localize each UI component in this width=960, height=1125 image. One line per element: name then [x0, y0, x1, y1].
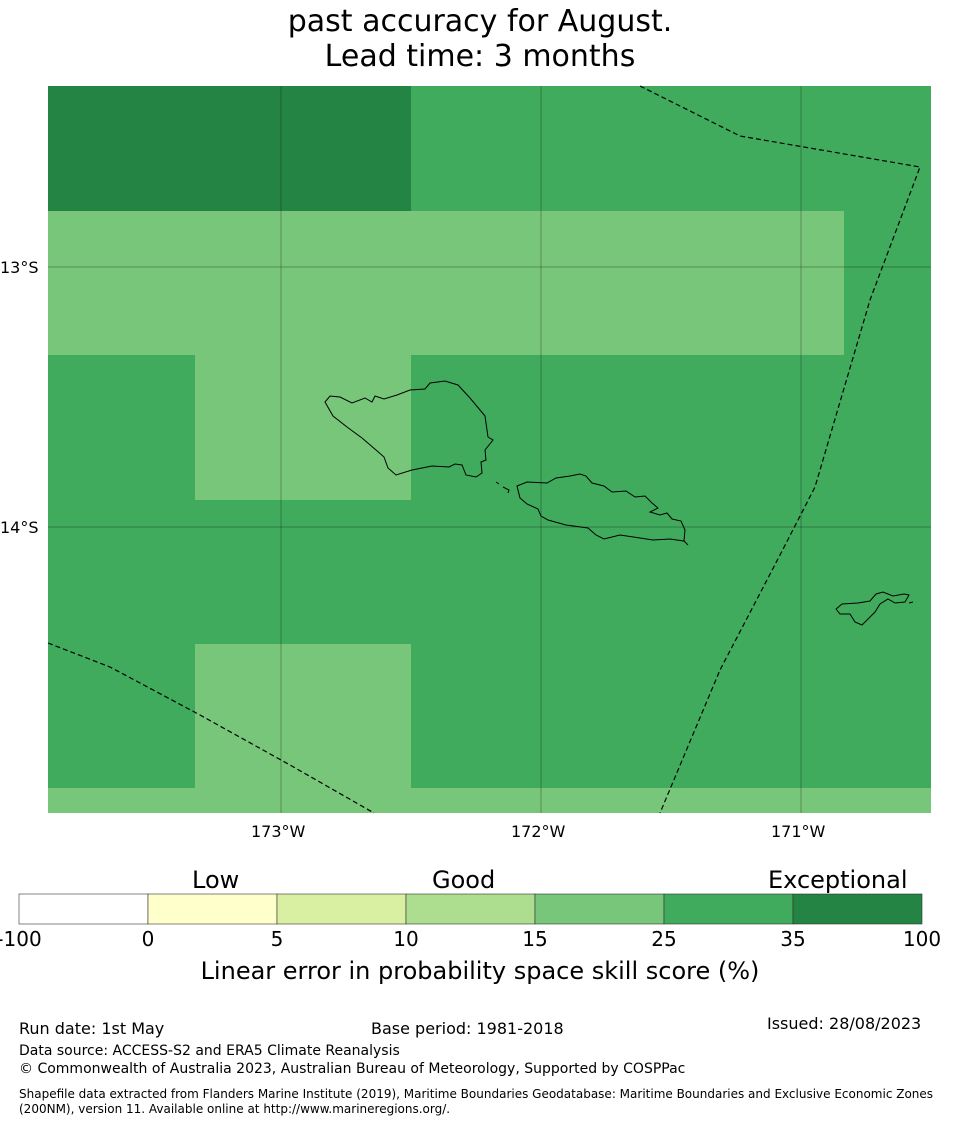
colorbar-segment — [405, 893, 536, 925]
colorbar — [18, 893, 923, 925]
skill-cell — [195, 644, 411, 788]
skill-cell — [844, 644, 931, 788]
graticule — [48, 86, 931, 813]
skill-grid — [48, 86, 931, 813]
skill-cell — [411, 86, 628, 211]
skill-cell — [844, 86, 931, 211]
skill-cell — [628, 211, 844, 355]
skill-cell — [844, 500, 931, 644]
eez-boundaries — [47, 85, 921, 814]
colorbar-segment — [534, 893, 665, 925]
run-date: Run date: 1st May — [19, 1019, 165, 1038]
skill-cell — [195, 500, 411, 644]
skill-cell — [48, 211, 195, 355]
eez-boundary-east — [639, 85, 921, 814]
skill-cell — [48, 86, 195, 211]
skill-cell — [628, 86, 844, 211]
skill-cell — [48, 788, 195, 813]
skill-cell — [411, 211, 628, 355]
skill-cell — [48, 500, 195, 644]
skill-cell — [411, 355, 628, 500]
colorbar-segment — [663, 893, 794, 925]
lon-label-171w: 171°W — [771, 822, 826, 841]
skill-cell — [411, 500, 628, 644]
colorbar-tick-35: 35 — [780, 927, 806, 951]
colorbar-segment — [18, 893, 149, 925]
colorbar-category-low: Low — [192, 866, 240, 894]
data-source: Data source: ACCESS-S2 and ERA5 Climate … — [19, 1043, 400, 1059]
colorbar-label: Linear error in probability space skill … — [200, 957, 760, 985]
skill-cell — [195, 86, 411, 211]
colorbar-tick-15: 15 — [522, 927, 548, 951]
colorbar-tick-neg100: -100 — [0, 927, 42, 951]
colorbar-segment — [147, 893, 278, 925]
skill-cell — [628, 355, 844, 500]
skill-cell — [411, 788, 628, 813]
skill-cell — [628, 644, 844, 788]
savaii-coastline — [324, 380, 494, 478]
colorbar-segment — [792, 893, 923, 925]
lon-label-172w: 172°W — [511, 822, 566, 841]
skill-cell — [844, 211, 931, 355]
eez-boundary-southwest — [47, 642, 375, 814]
skill-map — [47, 85, 931, 814]
colorbar-segment — [276, 893, 407, 925]
upolu-coastline — [516, 473, 689, 546]
colorbar-segments — [18, 893, 923, 925]
skill-cell — [844, 788, 931, 813]
lat-label-13s: 13°S — [0, 258, 39, 277]
manono-apolima-coastline — [495, 481, 510, 494]
colorbar-tick-25: 25 — [651, 927, 677, 951]
lon-label-173w: 173°W — [251, 822, 306, 841]
colorbar-category-good: Good — [432, 866, 496, 894]
colorbar-tick-5: 5 — [270, 927, 284, 951]
skill-cell — [628, 500, 844, 644]
skill-cell — [195, 788, 411, 813]
skill-cell — [628, 788, 844, 813]
map-title-line-1: past accuracy for August. — [287, 4, 673, 39]
colorbar-category-exceptional: Exceptional — [768, 866, 908, 894]
skill-cell — [844, 355, 931, 500]
skill-cell — [195, 355, 411, 500]
colorbar-tick-100: 100 — [902, 927, 942, 951]
shapefile-credit: Shapefile data extracted from Flanders M… — [19, 1087, 934, 1116]
skill-cell — [195, 211, 411, 355]
lat-label-14s: 14°S — [0, 518, 39, 537]
colorbar-tick-10: 10 — [393, 927, 419, 951]
colorbar-tick-0: 0 — [141, 927, 155, 951]
map-title-line-2: Lead time: 3 months — [324, 39, 636, 74]
skill-cell — [48, 644, 195, 788]
tutuila-coastline — [835, 591, 914, 626]
issued-date: Issued: 28/08/2023 — [767, 1014, 922, 1033]
skill-cell — [411, 644, 628, 788]
base-period: Base period: 1981-2018 — [371, 1019, 564, 1038]
copyright: © Commonwealth of Australia 2023, Austra… — [19, 1061, 686, 1077]
coastlines — [324, 380, 914, 626]
skill-cell — [48, 355, 195, 500]
